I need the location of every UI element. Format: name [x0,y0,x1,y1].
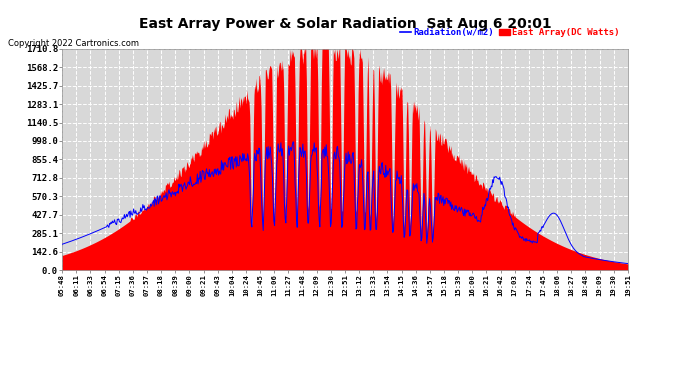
Text: Copyright 2022 Cartronics.com: Copyright 2022 Cartronics.com [8,39,139,48]
Text: East Array Power & Solar Radiation  Sat Aug 6 20:01: East Array Power & Solar Radiation Sat A… [139,17,551,31]
Legend: Radiation(w/m2), East Array(DC Watts): Radiation(w/m2), East Array(DC Watts) [397,24,623,41]
